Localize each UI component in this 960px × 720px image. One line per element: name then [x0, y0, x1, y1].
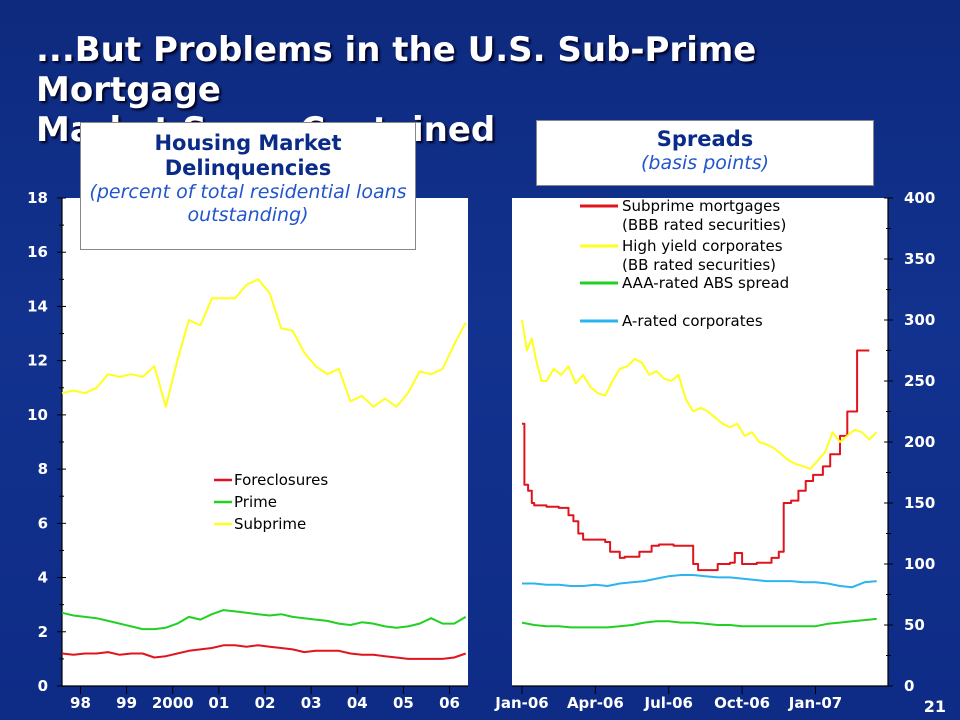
- right-y-tick-label: 100: [904, 555, 935, 573]
- left-x-tick-label: 02: [255, 694, 276, 712]
- right-y-tick-label: 200: [904, 433, 935, 451]
- page-number: 21: [923, 697, 946, 716]
- right-legend-label-line2: (BBB rated securities): [622, 216, 786, 234]
- right-y-tick-label: 0: [904, 677, 914, 695]
- left-x-tick-label: 01: [208, 694, 229, 712]
- right-series-subprime-mortgages-bbb-rated-securities-: [522, 349, 870, 572]
- left-y-tick-label: 14: [27, 297, 48, 315]
- right-y-tick-label: 400: [904, 189, 935, 207]
- right-chart-title-box: Spreads (basis points): [536, 120, 874, 186]
- slide-title-line-1: ...But Problems in the U.S. Sub-Prime Mo…: [36, 30, 757, 110]
- left-y-tick-label: 18: [27, 189, 48, 207]
- left-x-tick-label: 05: [393, 694, 414, 712]
- right-legend-label: High yield corporates: [622, 237, 783, 255]
- left-y-tick-label: 6: [38, 514, 48, 532]
- left-series-prime: [61, 609, 467, 631]
- left-plot-area: [62, 198, 468, 686]
- left-y-tick-label: 4: [38, 569, 48, 587]
- right-legend-label: Subprime mortgages: [622, 197, 780, 215]
- right-y-tick-label: 300: [904, 311, 935, 329]
- right-series-high-yield-corporates-bb-rated-securities-: [521, 319, 878, 470]
- right-x-tick-label: Jul-06: [643, 694, 693, 712]
- left-y-tick-label: 12: [27, 352, 48, 370]
- right-x-tick-label: Jan-07: [788, 694, 842, 712]
- right-y-tick-label: 350: [904, 250, 935, 268]
- left-y-tick-label: 16: [27, 243, 48, 261]
- left-x-tick-label: 06: [439, 694, 460, 712]
- right-x-tick-label: Jan-06: [494, 694, 548, 712]
- slide-title: ...But Problems in the U.S. Sub-Prime Mo…: [36, 30, 936, 150]
- left-x-tick-label: 04: [347, 694, 368, 712]
- left-legend-label: Foreclosures: [234, 471, 328, 489]
- right-y-tick-label: 50: [904, 616, 925, 634]
- left-y-tick-label: 10: [27, 406, 48, 424]
- right-legend-label-line2: (BB rated securities): [622, 256, 776, 274]
- left-x-tick-label: 98: [70, 694, 91, 712]
- left-y-tick-label: 0: [38, 677, 48, 695]
- left-x-tick-label: 99: [116, 694, 137, 712]
- left-chart-subtitle: (percent of total residential loans outs…: [89, 181, 407, 226]
- left-chart-title: Housing Market Delinquencies: [154, 131, 342, 180]
- right-legend-label: AAA-rated ABS spread: [622, 274, 789, 292]
- right-plot-area: [512, 198, 888, 686]
- right-series-aaa-rated-abs-spread: [521, 617, 877, 629]
- right-y-tick-label: 150: [904, 494, 935, 512]
- left-y-tick-label: 2: [38, 623, 48, 641]
- left-series-foreclosures: [61, 644, 467, 660]
- right-x-tick-label: Oct-06: [714, 694, 770, 712]
- left-chart-title-box: Housing Market Delinquencies (percent of…: [80, 122, 416, 250]
- left-x-tick-label: 2000: [152, 694, 194, 712]
- left-x-tick-label: 03: [301, 694, 322, 712]
- right-series-a-rated-corporates: [522, 574, 877, 589]
- left-y-tick-label: 8: [38, 460, 48, 478]
- right-chart-subtitle: (basis points): [641, 152, 769, 174]
- right-chart-title: Spreads: [656, 127, 754, 151]
- right-y-tick-label: 250: [904, 372, 935, 390]
- left-legend-label: Subprime: [234, 515, 306, 533]
- left-series-subprime: [61, 278, 467, 408]
- right-x-tick-label: Apr-06: [567, 694, 624, 712]
- left-legend-label: Prime: [234, 493, 277, 511]
- right-legend-label: A-rated corporates: [622, 312, 763, 330]
